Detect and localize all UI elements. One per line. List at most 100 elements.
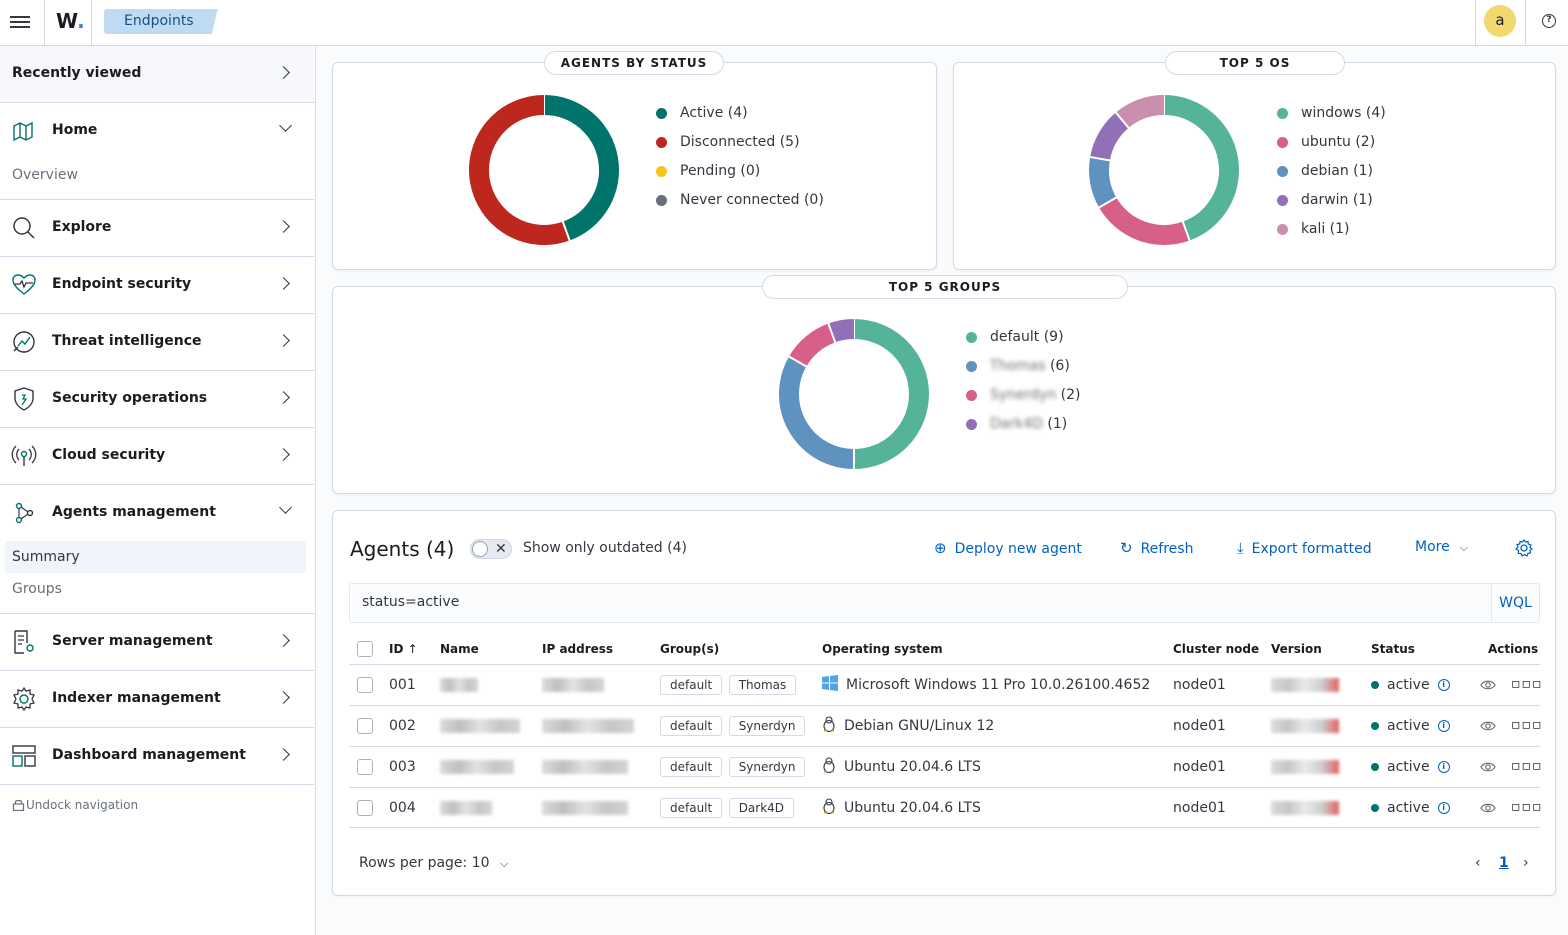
donut-slice-disconnected[interactable]	[469, 95, 570, 245]
sidebar-item-home[interactable]: Home	[0, 103, 314, 159]
more-actions-icon[interactable]: ▫▫▫	[1511, 676, 1543, 692]
column-header-id[interactable]: ID ↑	[389, 642, 418, 656]
settings-gear-icon[interactable]	[1515, 539, 1533, 557]
table-row[interactable]: 003 default Synerdyn Ubuntu 20.04.6 LTS …	[349, 746, 1543, 787]
row-checkbox[interactable]	[357, 677, 373, 693]
eye-icon[interactable]	[1480, 678, 1496, 692]
row-checkbox[interactable]	[357, 718, 373, 734]
legend-item[interactable]: Thomas (6)	[966, 356, 1081, 385]
chevron-left-icon[interactable]: ‹	[1475, 855, 1481, 871]
legend-item[interactable]: Disconnected (5)	[656, 132, 824, 161]
donut-slice-active[interactable]	[543, 95, 619, 241]
eye-icon[interactable]	[1480, 801, 1496, 815]
legend-item[interactable]: windows (4)	[1277, 103, 1386, 132]
more-button[interactable]: More ⌵	[1415, 539, 1468, 555]
row-checkbox[interactable]	[357, 759, 373, 775]
legend-item[interactable]: Active (4)	[656, 103, 824, 132]
group-tag[interactable]: default	[660, 757, 723, 777]
menu-icon[interactable]	[10, 13, 30, 31]
sidebar-item-server-management[interactable]: Server management	[0, 614, 314, 670]
info-icon[interactable]: i	[1437, 679, 1450, 691]
more-actions-icon[interactable]: ▫▫▫	[1511, 758, 1543, 774]
app-logo[interactable]: W.	[56, 9, 85, 33]
column-header-cluster-node[interactable]: Cluster node	[1173, 642, 1260, 656]
group-tag[interactable]: default	[660, 798, 723, 818]
sidebar-item-security-operations[interactable]: Security operations	[0, 371, 314, 427]
donut-slice-dark4d[interactable]	[828, 319, 855, 343]
query-language-button[interactable]: WQL	[1491, 584, 1539, 622]
legend-item[interactable]: default (9)	[966, 327, 1081, 356]
donut-slice-kali[interactable]	[1115, 95, 1165, 129]
help-icon[interactable]: ?	[1542, 14, 1556, 28]
group-tag[interactable]: Thomas	[728, 675, 797, 695]
select-all-checkbox[interactable]	[357, 641, 373, 657]
breadcrumb[interactable]: Endpoints	[104, 9, 218, 34]
deploy-agent-button[interactable]: ⊕ Deploy new agent	[934, 539, 1082, 557]
more-actions-icon[interactable]: ▫▫▫	[1511, 799, 1543, 815]
info-icon[interactable]: i	[1437, 802, 1450, 814]
cluster-node: node01	[1173, 759, 1226, 775]
column-header-version[interactable]: Version	[1271, 642, 1322, 656]
group-tag[interactable]: default	[660, 675, 723, 695]
legend-item[interactable]: ubuntu (2)	[1277, 132, 1386, 161]
agent-status: active i	[1371, 665, 1450, 705]
search-query[interactable]: status=active	[362, 594, 460, 610]
group-tag[interactable]: default	[660, 716, 723, 736]
sidebar-item-endpoint-security[interactable]: Endpoint security	[0, 257, 314, 313]
group-tag[interactable]: Synerdyn	[728, 757, 806, 777]
donut-slice-ubuntu[interactable]	[1099, 197, 1190, 245]
search-bar[interactable]: status=active WQL	[349, 583, 1540, 623]
info-icon[interactable]: i	[1437, 761, 1450, 773]
avatar[interactable]: a	[1484, 5, 1516, 37]
legend-item[interactable]: Never connected (0)	[656, 190, 824, 219]
page-number[interactable]: 1	[1499, 855, 1509, 871]
column-header-ip[interactable]: IP address	[542, 642, 614, 656]
sidebar-item-agents-management[interactable]: Agents management	[0, 485, 314, 541]
table-row[interactable]: 001 default Thomas Microsoft Windows 11 …	[349, 664, 1543, 705]
donut-slice-debian[interactable]	[1089, 156, 1117, 208]
undock-navigation-button[interactable]: Undock navigation	[12, 798, 138, 812]
sidebar-item-recently-viewed[interactable]: Recently viewed	[0, 46, 314, 102]
donut-slice-thomas[interactable]	[779, 356, 855, 469]
donut-slice-default[interactable]	[853, 319, 929, 469]
sidebar-item-explore[interactable]: Explore	[0, 200, 314, 256]
chevron-right-icon[interactable]: ›	[1523, 855, 1529, 871]
rows-per-page-select[interactable]: Rows per page: 10 ⌵	[359, 855, 509, 871]
legend-item[interactable]: Pending (0)	[656, 161, 824, 190]
sidebar-item-dashboard-management[interactable]: Dashboard management	[0, 728, 314, 784]
donut-slice-darwin[interactable]	[1090, 112, 1129, 161]
sidebar-item-indexer-management[interactable]: Indexer management	[0, 671, 314, 727]
legend-item[interactable]: Dark4D (1)	[966, 414, 1081, 443]
column-header-status[interactable]: Status	[1371, 642, 1415, 656]
column-header-groups[interactable]: Group(s)	[660, 642, 720, 656]
export-button[interactable]: ⤓ Export formatted	[1237, 539, 1372, 557]
legend-item[interactable]: darwin (1)	[1277, 190, 1386, 219]
donut-slice-windows[interactable]	[1163, 95, 1239, 241]
agent-groups: default Thomas	[660, 665, 798, 705]
table-row[interactable]: 002 default Synerdyn Debian GNU/Linux 12…	[349, 705, 1543, 746]
column-header-name[interactable]: Name	[440, 642, 479, 656]
more-actions-icon[interactable]: ▫▫▫	[1511, 717, 1543, 733]
legend-item[interactable]: Synerdyn (2)	[966, 385, 1081, 414]
legend-item[interactable]: kali (1)	[1277, 219, 1386, 248]
refresh-button[interactable]: ↻ Refresh	[1120, 539, 1193, 557]
row-checkbox[interactable]	[357, 800, 373, 816]
info-icon[interactable]: i	[1437, 720, 1450, 732]
group-tag[interactable]: Dark4D	[728, 798, 795, 818]
outdated-toggle[interactable]: ✕	[470, 539, 512, 559]
eye-icon[interactable]	[1480, 760, 1496, 774]
sidebar-item-cloud-security[interactable]: Cloud security	[0, 428, 314, 484]
legend-item[interactable]: debian (1)	[1277, 161, 1386, 190]
cluster-node: node01	[1173, 677, 1226, 693]
legend-label: Thomas	[990, 358, 1046, 374]
sidebar-subitem-overview[interactable]: Overview	[12, 167, 78, 183]
sidebar-item-label: Endpoint security	[52, 276, 192, 292]
donut-slice-synerdyn[interactable]	[789, 323, 836, 367]
column-header-os[interactable]: Operating system	[822, 642, 943, 656]
table-row[interactable]: 004 default Dark4D Ubuntu 20.04.6 LTS no…	[349, 787, 1543, 828]
sidebar-subitem-groups[interactable]: Groups	[12, 581, 62, 597]
sidebar-item-threat-intelligence[interactable]: Threat intelligence	[0, 314, 314, 370]
group-tag[interactable]: Synerdyn	[728, 716, 806, 736]
eye-icon[interactable]	[1480, 719, 1496, 733]
sidebar-subitem-summary[interactable]: Summary	[5, 541, 306, 573]
